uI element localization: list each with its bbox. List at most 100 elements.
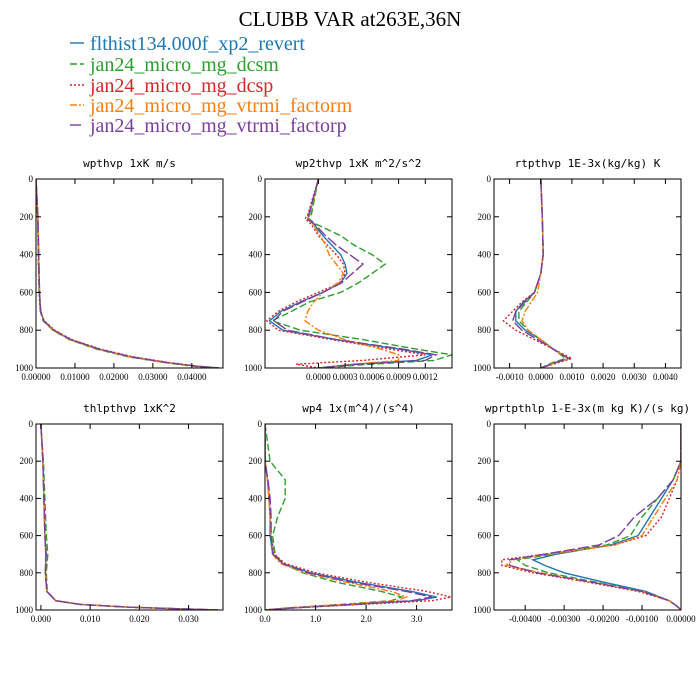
- x-tick-label: 0.0003: [333, 372, 358, 382]
- chart-panel: wp2thvp 1xK m^2/s^2 0 200 400 600 800 1000 0.00…: [244, 157, 453, 382]
- x-tick-label: 0.0012: [413, 372, 438, 382]
- y-tick-label: 200: [249, 456, 263, 466]
- x-tick-label: -0.00300: [548, 614, 581, 624]
- y-tick-label: 400: [478, 250, 492, 260]
- series-line: [511, 179, 571, 368]
- y-tick-label: 800: [478, 325, 492, 335]
- legend-entry: flthist134.000f_xp2_revert: [70, 33, 305, 55]
- y-tick-label: 0: [487, 419, 492, 429]
- x-tick-label: -0.00400: [509, 614, 542, 624]
- figure-title: CLUBB VAR at263E,36N: [239, 7, 462, 31]
- x-tick-label: 3.0: [411, 614, 423, 624]
- y-tick-label: 1000: [15, 605, 34, 615]
- y-tick-label: 800: [20, 568, 34, 578]
- plot-frame: [35, 423, 224, 611]
- series-group: [501, 424, 681, 610]
- y-tick-label: 600: [20, 287, 34, 297]
- y-tick-label: 600: [478, 531, 492, 541]
- y-tick-label: 800: [249, 568, 263, 578]
- plot-frame: [264, 178, 453, 369]
- y-tick-label: 1000: [244, 605, 263, 615]
- y-tick-label: 0: [258, 174, 263, 184]
- y-tick-label: 0: [258, 419, 263, 429]
- series-line: [40, 424, 219, 610]
- y-tick-label: 1000: [473, 363, 492, 373]
- series-line: [40, 424, 219, 610]
- panel-title: thlpthvp 1xK^2: [83, 402, 176, 415]
- x-tick-label: -0.00200: [587, 614, 620, 624]
- legend-entry: jan24_micro_mg_vtrmi_factorm: [70, 95, 353, 117]
- series-group: [265, 424, 452, 610]
- series-line: [36, 179, 218, 368]
- x-tick-label: 0.0010: [560, 372, 585, 382]
- series-line: [265, 424, 404, 610]
- chart-panel: wprtpthlp 1-E-3x(m kg K)/(s kg) 0 200 400 60…: [473, 402, 696, 624]
- plot-frame: [264, 423, 453, 611]
- series-line: [272, 179, 439, 368]
- legend-label: jan24_micro_mg_vtrmi_factorm: [89, 95, 353, 117]
- y-tick-label: 1000: [15, 363, 34, 373]
- x-tick-label: 0.01000: [60, 372, 90, 382]
- y-tick-label: 1000: [473, 605, 492, 615]
- y-tick-label: 800: [20, 325, 34, 335]
- legend-label: jan24_micro_mg_dcsm: [89, 54, 279, 76]
- y-tick-label: 200: [20, 212, 34, 222]
- plot-frame: [493, 178, 682, 369]
- y-tick-label: 600: [249, 531, 263, 541]
- y-tick-label: 800: [478, 568, 492, 578]
- panel-title: wp2thvp 1xK m^2/s^2: [296, 157, 422, 170]
- x-tick-label: 0.0009: [386, 372, 411, 382]
- x-tick-label: 0.0000: [528, 372, 553, 382]
- y-tick-label: 0: [29, 174, 34, 184]
- x-tick-label: 0.0: [259, 614, 271, 624]
- legend-entry: jan24_micro_mg_vtrmi_factorp: [70, 115, 347, 137]
- x-tick-label: -0.0010: [496, 372, 524, 382]
- x-tick-label: 1.0: [310, 614, 322, 624]
- series-line: [521, 179, 571, 368]
- legend-label: flthist134.000f_xp2_revert: [90, 33, 305, 55]
- series-line: [40, 424, 219, 610]
- x-tick-label: 0.020: [129, 614, 150, 624]
- x-tick-label: 0.00000: [21, 372, 51, 382]
- y-tick-label: 400: [20, 250, 34, 260]
- panel-title: wpthvp 1xK m/s: [83, 157, 176, 170]
- series-line: [36, 179, 217, 368]
- y-tick-label: 400: [20, 493, 34, 503]
- series-line: [270, 179, 452, 368]
- legend-entry: jan24_micro_mg_dcsp: [70, 75, 273, 97]
- y-tick-label: 1000: [244, 363, 263, 373]
- x-tick-label: 0.0000: [306, 372, 331, 382]
- panel-title: wp4 1x(m^4)/(s^4): [302, 402, 415, 415]
- series-group: [265, 179, 452, 368]
- y-tick-label: 200: [249, 212, 263, 222]
- legend-label: jan24_micro_mg_dcsp: [89, 75, 273, 97]
- x-tick-label: 0.02000: [99, 372, 129, 382]
- x-tick-label: 0.0030: [622, 372, 647, 382]
- x-tick-label: 0.00000: [666, 614, 696, 624]
- x-tick-label: 0.030: [178, 614, 199, 624]
- series-line: [36, 179, 220, 368]
- y-tick-label: 800: [249, 325, 263, 335]
- series-group: [36, 179, 220, 368]
- y-tick-label: 0: [487, 174, 492, 184]
- series-line: [40, 424, 219, 610]
- series-group: [40, 424, 219, 610]
- series-line: [36, 179, 219, 368]
- series-line: [518, 179, 568, 368]
- x-tick-label: 0.0040: [653, 372, 678, 382]
- panel-title: wprtpthlp 1-E-3x(m kg K)/(s kg): [485, 402, 690, 415]
- x-tick-label: 0.010: [80, 614, 101, 624]
- y-tick-label: 400: [249, 493, 263, 503]
- legend-entry: jan24_micro_mg_dcsm: [70, 54, 279, 76]
- y-tick-label: 600: [249, 287, 263, 297]
- y-tick-label: 200: [478, 212, 492, 222]
- chart-panel: rtpthvp 1E-3x(kg/kg) K 0 200 400 600 800 1000-…: [473, 157, 682, 382]
- y-tick-label: 600: [20, 531, 34, 541]
- y-tick-label: 0: [29, 419, 34, 429]
- y-tick-label: 200: [478, 456, 492, 466]
- x-tick-label: 0.04000: [177, 372, 207, 382]
